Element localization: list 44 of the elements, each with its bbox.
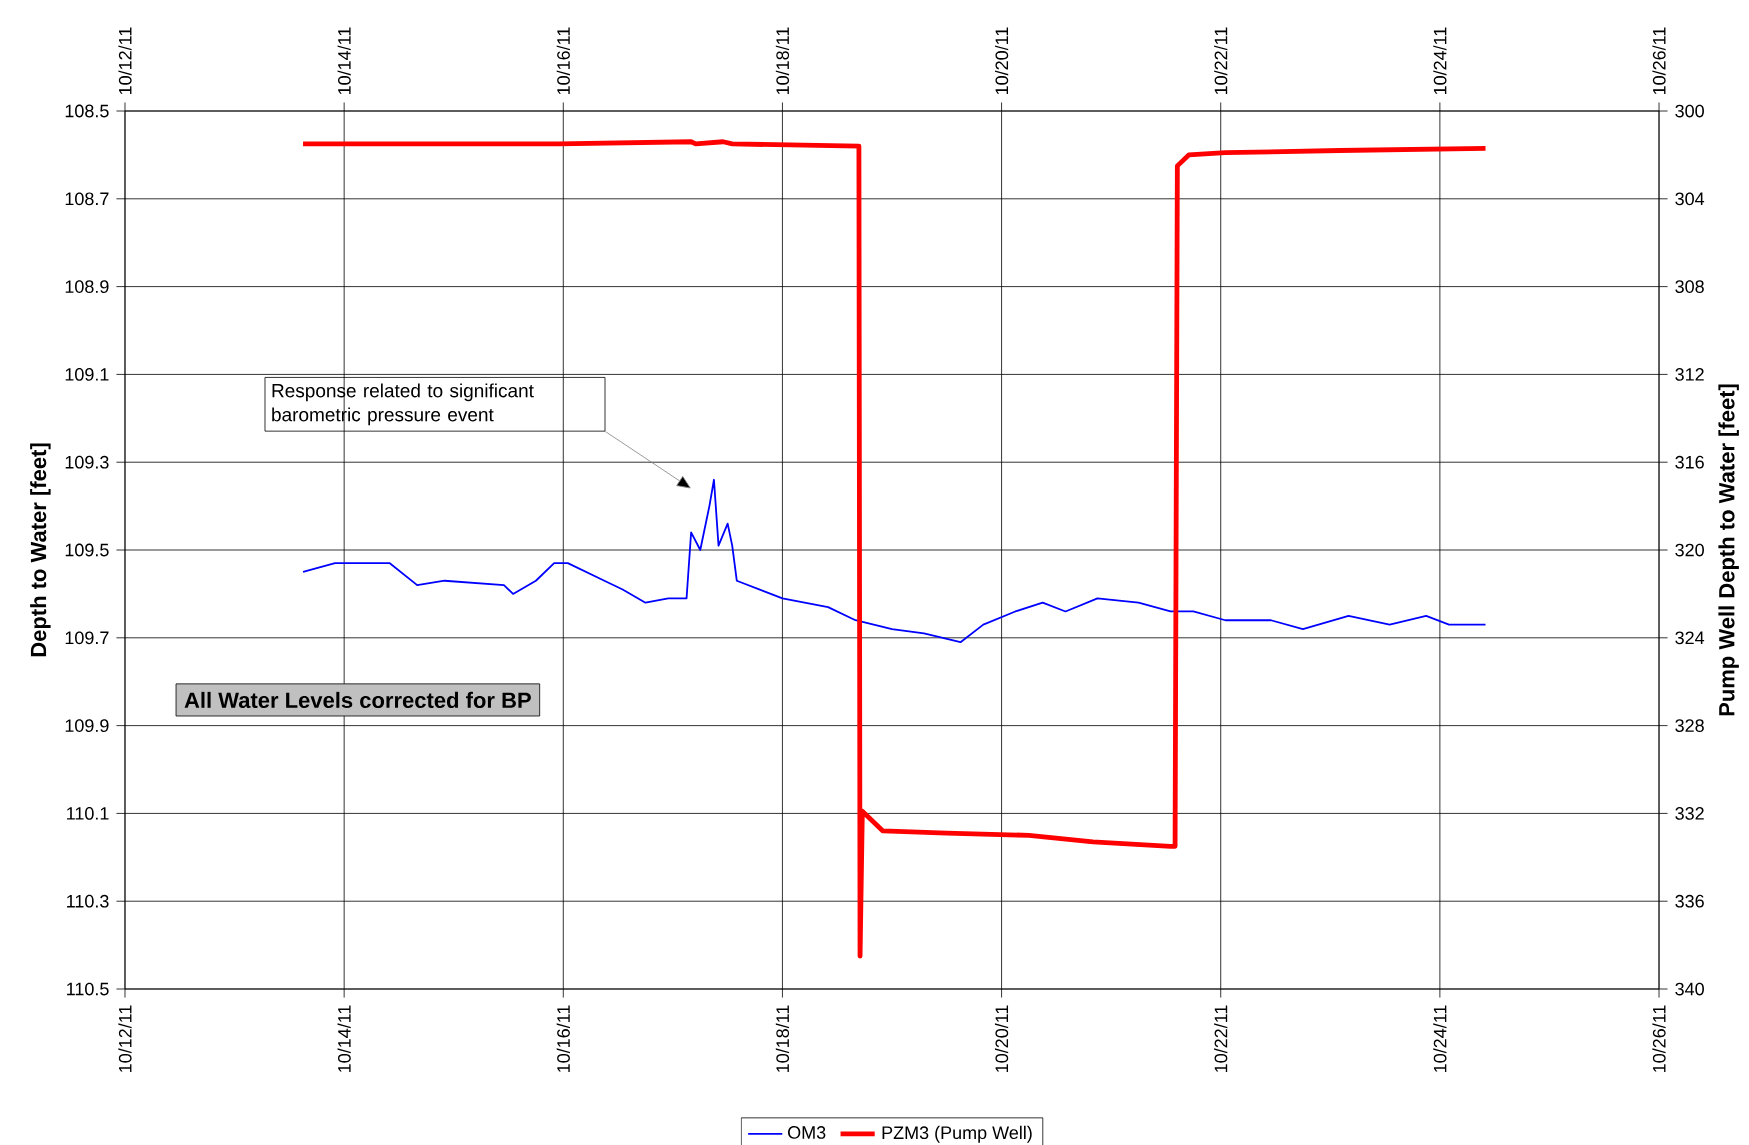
- x-tick-label: 10/20/11: [994, 1005, 1009, 1072]
- y2-tick-label: 328: [1675, 719, 1704, 732]
- y-tick-label: 109.3: [65, 455, 109, 469]
- x-tick-label: 10/14/11: [337, 1005, 351, 1072]
- y-tick-label: 110.5: [67, 982, 109, 996]
- y2-tick-label: 320: [1675, 543, 1704, 557]
- y-tick-label: 110.3: [67, 894, 109, 908]
- x-tick-label: 10/24/11: [1433, 1005, 1447, 1072]
- legend-label: OM3: [788, 1126, 826, 1139]
- x2-tick-label: 10/24/11: [1433, 27, 1447, 95]
- y-tick-label: 108.9: [65, 280, 109, 293]
- y2-tick-label: 316: [1675, 455, 1704, 469]
- y2-tick-label: 324: [1675, 631, 1705, 645]
- x2-tick-label: 10/22/11: [1214, 27, 1228, 95]
- x-tick-label: 10/12/11: [118, 1005, 132, 1072]
- annotation: All Water Levels corrected for BP: [184, 691, 531, 709]
- x2-tick-label: 10/16/11: [556, 27, 570, 95]
- x2-tick-label: 10/26/11: [1652, 27, 1666, 95]
- x-tick-label: 10/26/11: [1652, 1005, 1666, 1072]
- y-tick-label: 109.5: [65, 543, 109, 557]
- legend-label: PZM3 (Pump Well): [882, 1125, 1032, 1143]
- y2-tick-label: 340: [1675, 982, 1704, 996]
- x-tick-label: 10/18/11: [775, 1005, 790, 1072]
- x2-tick-label: 10/20/11: [994, 27, 1009, 95]
- x-tick-label: 10/22/11: [1214, 1005, 1228, 1072]
- y-tick-label: 110.1: [67, 807, 109, 820]
- y-tick-label: 108.5: [65, 104, 109, 118]
- x2-tick-label: 10/18/11: [775, 27, 790, 95]
- x2-tick-label: 10/14/11: [337, 27, 351, 95]
- y-tick-label: 109.9: [65, 719, 109, 732]
- x2-tick-label: 10/12/11: [118, 27, 132, 95]
- y2-axis-title: Pump Well Depth to Water [feet]: [1718, 384, 1739, 716]
- y2-tick-label: 332: [1675, 807, 1704, 820]
- y-axis-title: Depth to Water [feet]: [30, 443, 51, 657]
- y-tick-label: 109.1: [65, 368, 109, 381]
- y-tick-label: 109.7: [65, 631, 109, 645]
- y2-tick-label: 312: [1675, 368, 1704, 381]
- x-tick-label: 10/16/11: [556, 1005, 570, 1072]
- y2-tick-label: 300: [1675, 104, 1704, 118]
- y2-tick-label: 304: [1675, 192, 1705, 206]
- y2-tick-label: 336: [1675, 894, 1704, 908]
- annotation: Response related to significant barometric pressure event: [272, 383, 534, 426]
- y2-tick-label: 308: [1675, 280, 1704, 293]
- y-tick-label: 108.7: [65, 192, 109, 206]
